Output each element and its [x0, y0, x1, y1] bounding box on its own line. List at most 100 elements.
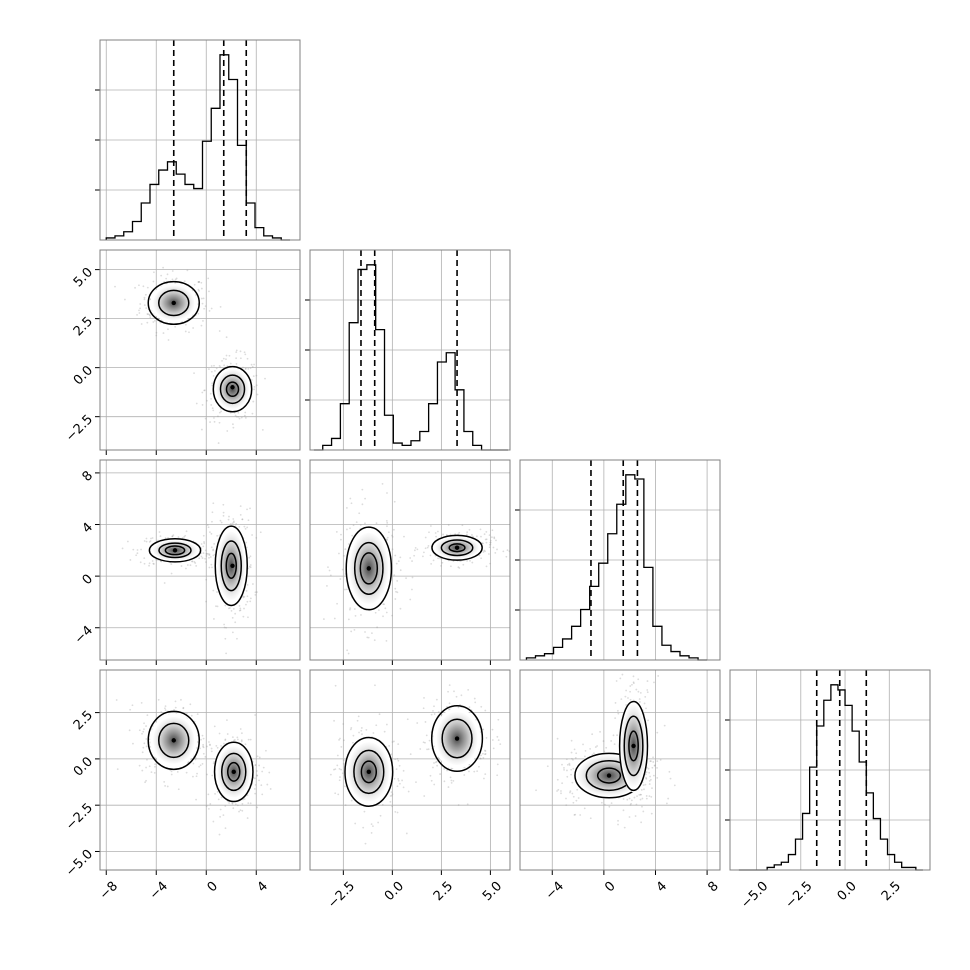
scatter-point — [171, 535, 174, 538]
scatter-point — [146, 313, 149, 315]
x-tick-label: 2.5 — [879, 879, 904, 904]
scatter-point — [268, 771, 271, 774]
scatter-point — [482, 728, 485, 731]
scatter-point — [203, 389, 206, 392]
pair-frame — [99, 459, 301, 661]
scatter-point — [252, 583, 254, 585]
scatter-point — [350, 799, 353, 802]
scatter-point — [208, 310, 211, 312]
scatter-point — [491, 536, 493, 539]
scatter-point — [136, 552, 139, 555]
scatter-point — [244, 411, 247, 414]
scatter-point — [249, 555, 252, 558]
scatter-point — [485, 538, 488, 541]
contour-line — [431, 534, 483, 561]
scatter-point — [399, 569, 402, 572]
scatter-point — [645, 795, 648, 797]
scatter-point — [246, 817, 249, 819]
scatter-point — [439, 557, 442, 560]
scatter-point — [186, 564, 189, 566]
scatter-point — [413, 549, 416, 552]
scatter-point — [480, 535, 482, 538]
scatter-point — [207, 277, 210, 280]
scatter-point — [397, 778, 400, 780]
scatter-point — [445, 534, 448, 536]
scatter-point — [573, 748, 576, 751]
scatter-point — [204, 417, 207, 420]
scatter-point — [560, 792, 562, 795]
scatter-point — [242, 615, 245, 618]
scatter-point — [570, 768, 573, 771]
scatter-point — [650, 795, 653, 798]
pair-frame — [99, 249, 301, 451]
scatter-point — [185, 530, 188, 533]
scatter-point — [165, 277, 168, 280]
scatter-point — [206, 773, 208, 776]
scatter-point — [334, 792, 337, 795]
scatter-point — [566, 763, 569, 766]
scatter-point — [216, 746, 219, 749]
scatter-point — [639, 798, 642, 801]
scatter-point — [393, 500, 396, 503]
scatter-point — [650, 760, 652, 763]
scatter-point — [251, 365, 254, 368]
scatter-point — [654, 764, 656, 767]
scatter-point — [653, 681, 655, 684]
scatter-point — [446, 705, 448, 708]
contour-line — [220, 540, 242, 592]
scatter-point — [484, 749, 486, 752]
scatter-point — [139, 561, 142, 564]
scatter-point — [650, 812, 653, 815]
scatter-point — [360, 614, 362, 616]
scatter-point — [481, 542, 484, 545]
scatter-point — [584, 755, 586, 758]
scatter-point — [563, 767, 565, 769]
scatter-point — [247, 802, 250, 804]
scatter-point — [249, 738, 252, 741]
scatter-point — [395, 590, 397, 593]
scatter-point — [222, 814, 225, 817]
scatter-point — [482, 551, 485, 553]
scatter-point — [506, 549, 509, 552]
scatter-point — [229, 362, 232, 365]
scatter-point — [371, 632, 373, 635]
scatter-point — [636, 795, 638, 798]
scatter-point — [184, 534, 187, 537]
scatter-point — [389, 795, 392, 797]
scatter-point — [219, 808, 222, 811]
scatter-point — [364, 842, 367, 845]
scatter-point — [180, 565, 183, 567]
scatter-point — [145, 738, 148, 740]
histogram-step — [738, 684, 923, 871]
scatter-point — [220, 410, 223, 413]
scatter-point — [194, 562, 197, 564]
scatter-point — [234, 621, 237, 624]
contour-line — [164, 545, 186, 556]
scatter-point — [218, 330, 221, 332]
scatter-point — [364, 631, 366, 633]
x-tick-label: −2.5 — [783, 879, 816, 912]
peak-marker — [454, 736, 460, 741]
y-tick-label: 8 — [80, 468, 96, 484]
scatter-point — [603, 750, 606, 753]
scatter-point — [334, 684, 337, 687]
scatter-point — [407, 790, 410, 793]
scatter-point — [480, 754, 482, 757]
scatter-point — [484, 709, 487, 712]
scatter-point — [238, 604, 241, 607]
scatter-point — [145, 725, 147, 727]
scatter-point — [397, 759, 400, 762]
scatter-point — [253, 788, 256, 790]
pair-frame — [309, 669, 511, 871]
scatter-point — [437, 557, 440, 560]
scatter-point — [240, 739, 243, 742]
scatter-point — [629, 698, 632, 701]
scatter-point — [164, 785, 167, 787]
histogram-frame — [309, 249, 511, 451]
scatter-point — [484, 773, 487, 776]
scatter-point — [173, 708, 176, 711]
scatter-point — [160, 274, 163, 277]
scatter-point — [346, 528, 348, 531]
scatter-point — [231, 802, 234, 805]
y-tick-label: 0 — [80, 572, 96, 588]
